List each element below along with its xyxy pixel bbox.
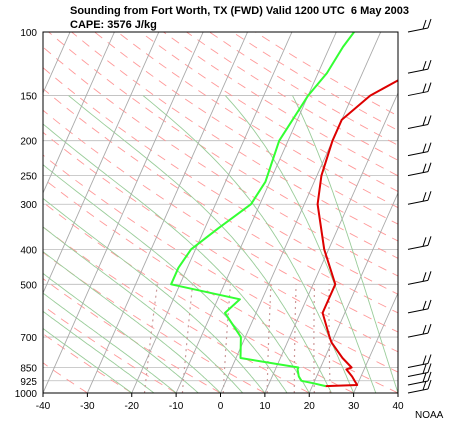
wind-barb <box>407 299 432 314</box>
dry-adiabat <box>43 67 398 295</box>
wind-barb <box>407 59 432 74</box>
dry-adiabat <box>43 177 398 393</box>
wind-barb <box>407 323 432 338</box>
moist-adiabat <box>43 123 310 393</box>
moist-adiabat <box>43 164 288 393</box>
mixing-ratio-line <box>143 284 158 393</box>
title-line-1: Sounding from Fort Worth, TX (FWD) Valid… <box>70 5 410 17</box>
dry-adiabat <box>94 32 398 225</box>
dry-adiabat <box>43 226 310 393</box>
isotherm-line <box>353 291 398 393</box>
isotherm-line <box>131 32 293 393</box>
dry-adiabat <box>117 32 398 209</box>
dry-adiabat <box>232 32 398 131</box>
dry-adiabat <box>43 201 354 393</box>
y-tick-label: 200 <box>20 137 37 148</box>
mixing-ratio-line <box>328 284 331 393</box>
x-tick-label: -30 <box>80 401 95 412</box>
x-tick-label: -20 <box>125 401 140 412</box>
temperature-profile <box>316 79 398 388</box>
y-tick-label: 1000 <box>15 389 38 400</box>
wind-barb <box>407 371 432 386</box>
wind-barb <box>407 82 432 97</box>
wind-barb <box>407 18 432 33</box>
chart-title: Sounding from Fort Worth, TX (FWD) Valid… <box>70 4 409 32</box>
isotherm-line <box>86 32 248 393</box>
mixing-ratio-line <box>293 284 297 393</box>
wind-barb <box>407 162 432 177</box>
moist-adiabat <box>292 95 398 393</box>
isotherm-line <box>43 32 115 195</box>
isotherms <box>43 32 450 393</box>
isotherm-line <box>43 32 204 393</box>
wind-barb <box>407 271 432 285</box>
wind-barb <box>407 236 432 250</box>
credit-label: NOAA <box>415 410 444 421</box>
y-tick-label: 850 <box>20 364 37 375</box>
y-tick-label: 500 <box>20 280 37 291</box>
mixing-ratio-line <box>266 284 272 393</box>
y-tick-label: 100 <box>20 28 37 39</box>
wind-barb <box>407 379 432 394</box>
x-tick-label: 0 <box>218 401 224 412</box>
wind-barb <box>407 191 432 205</box>
y-tick-label: 925 <box>20 377 37 388</box>
mixing-ratio-line <box>313 284 316 393</box>
dry-adiabat <box>140 32 398 192</box>
x-tick-label: 30 <box>348 401 360 412</box>
moist-adiabat <box>43 272 199 393</box>
background-lines <box>43 32 398 393</box>
isotherm-line <box>442 32 450 393</box>
isotherm-line <box>220 32 382 393</box>
dry-adiabat <box>43 88 398 314</box>
dewpoint-profile <box>170 32 355 388</box>
x-axis-ticks: -40 -30 -20 -10 0 10 20 30 40 <box>36 393 404 412</box>
y-tick-label: 250 <box>20 172 37 183</box>
x-tick-label: -40 <box>36 401 51 412</box>
isotherm-line <box>175 32 337 393</box>
x-tick-label: -10 <box>169 401 184 412</box>
wind-barb <box>407 363 432 377</box>
dry-adiabat <box>43 46 398 277</box>
dry-adiabat <box>43 362 88 393</box>
moist-adiabat <box>43 251 221 393</box>
moist-adiabat <box>43 327 133 393</box>
wind-barbs <box>407 18 432 394</box>
isotherm-line <box>43 32 160 295</box>
dry-adiabat <box>71 32 398 242</box>
moist-adiabat <box>68 95 332 393</box>
dry-adiabat <box>255 32 398 117</box>
isotherm-line <box>397 391 398 393</box>
wind-barb <box>407 142 432 157</box>
moist-adiabat <box>224 95 377 393</box>
wind-barb <box>407 354 432 369</box>
x-tick-label: 40 <box>392 401 404 412</box>
isotherm-line <box>264 91 398 393</box>
x-tick-label: 10 <box>259 401 271 412</box>
dry-adiabat <box>43 305 177 393</box>
moist-adiabat <box>43 310 155 393</box>
dry-adiabat <box>43 154 398 373</box>
moist-adiabat <box>142 95 355 393</box>
moist-adiabat <box>43 292 177 393</box>
title-line-2: CAPE: 3576 J/kg <box>70 19 157 31</box>
dry-adiabat <box>163 32 398 177</box>
y-tick-label: 400 <box>20 245 37 256</box>
moist-adiabat <box>43 226 244 393</box>
mixing-ratio-line <box>181 284 194 393</box>
dry-adiabat <box>43 251 266 393</box>
moist-adiabat <box>43 197 266 393</box>
x-tick-label: 20 <box>304 401 316 412</box>
wind-barb <box>407 115 432 129</box>
dry-adiabat <box>43 278 221 393</box>
isotherm-line <box>308 191 398 393</box>
y-tick-label: 300 <box>20 200 37 211</box>
dry-adiabat <box>43 131 398 353</box>
profiles <box>170 32 398 388</box>
y-tick-label: 700 <box>20 333 37 344</box>
y-tick-label: 150 <box>20 92 37 103</box>
